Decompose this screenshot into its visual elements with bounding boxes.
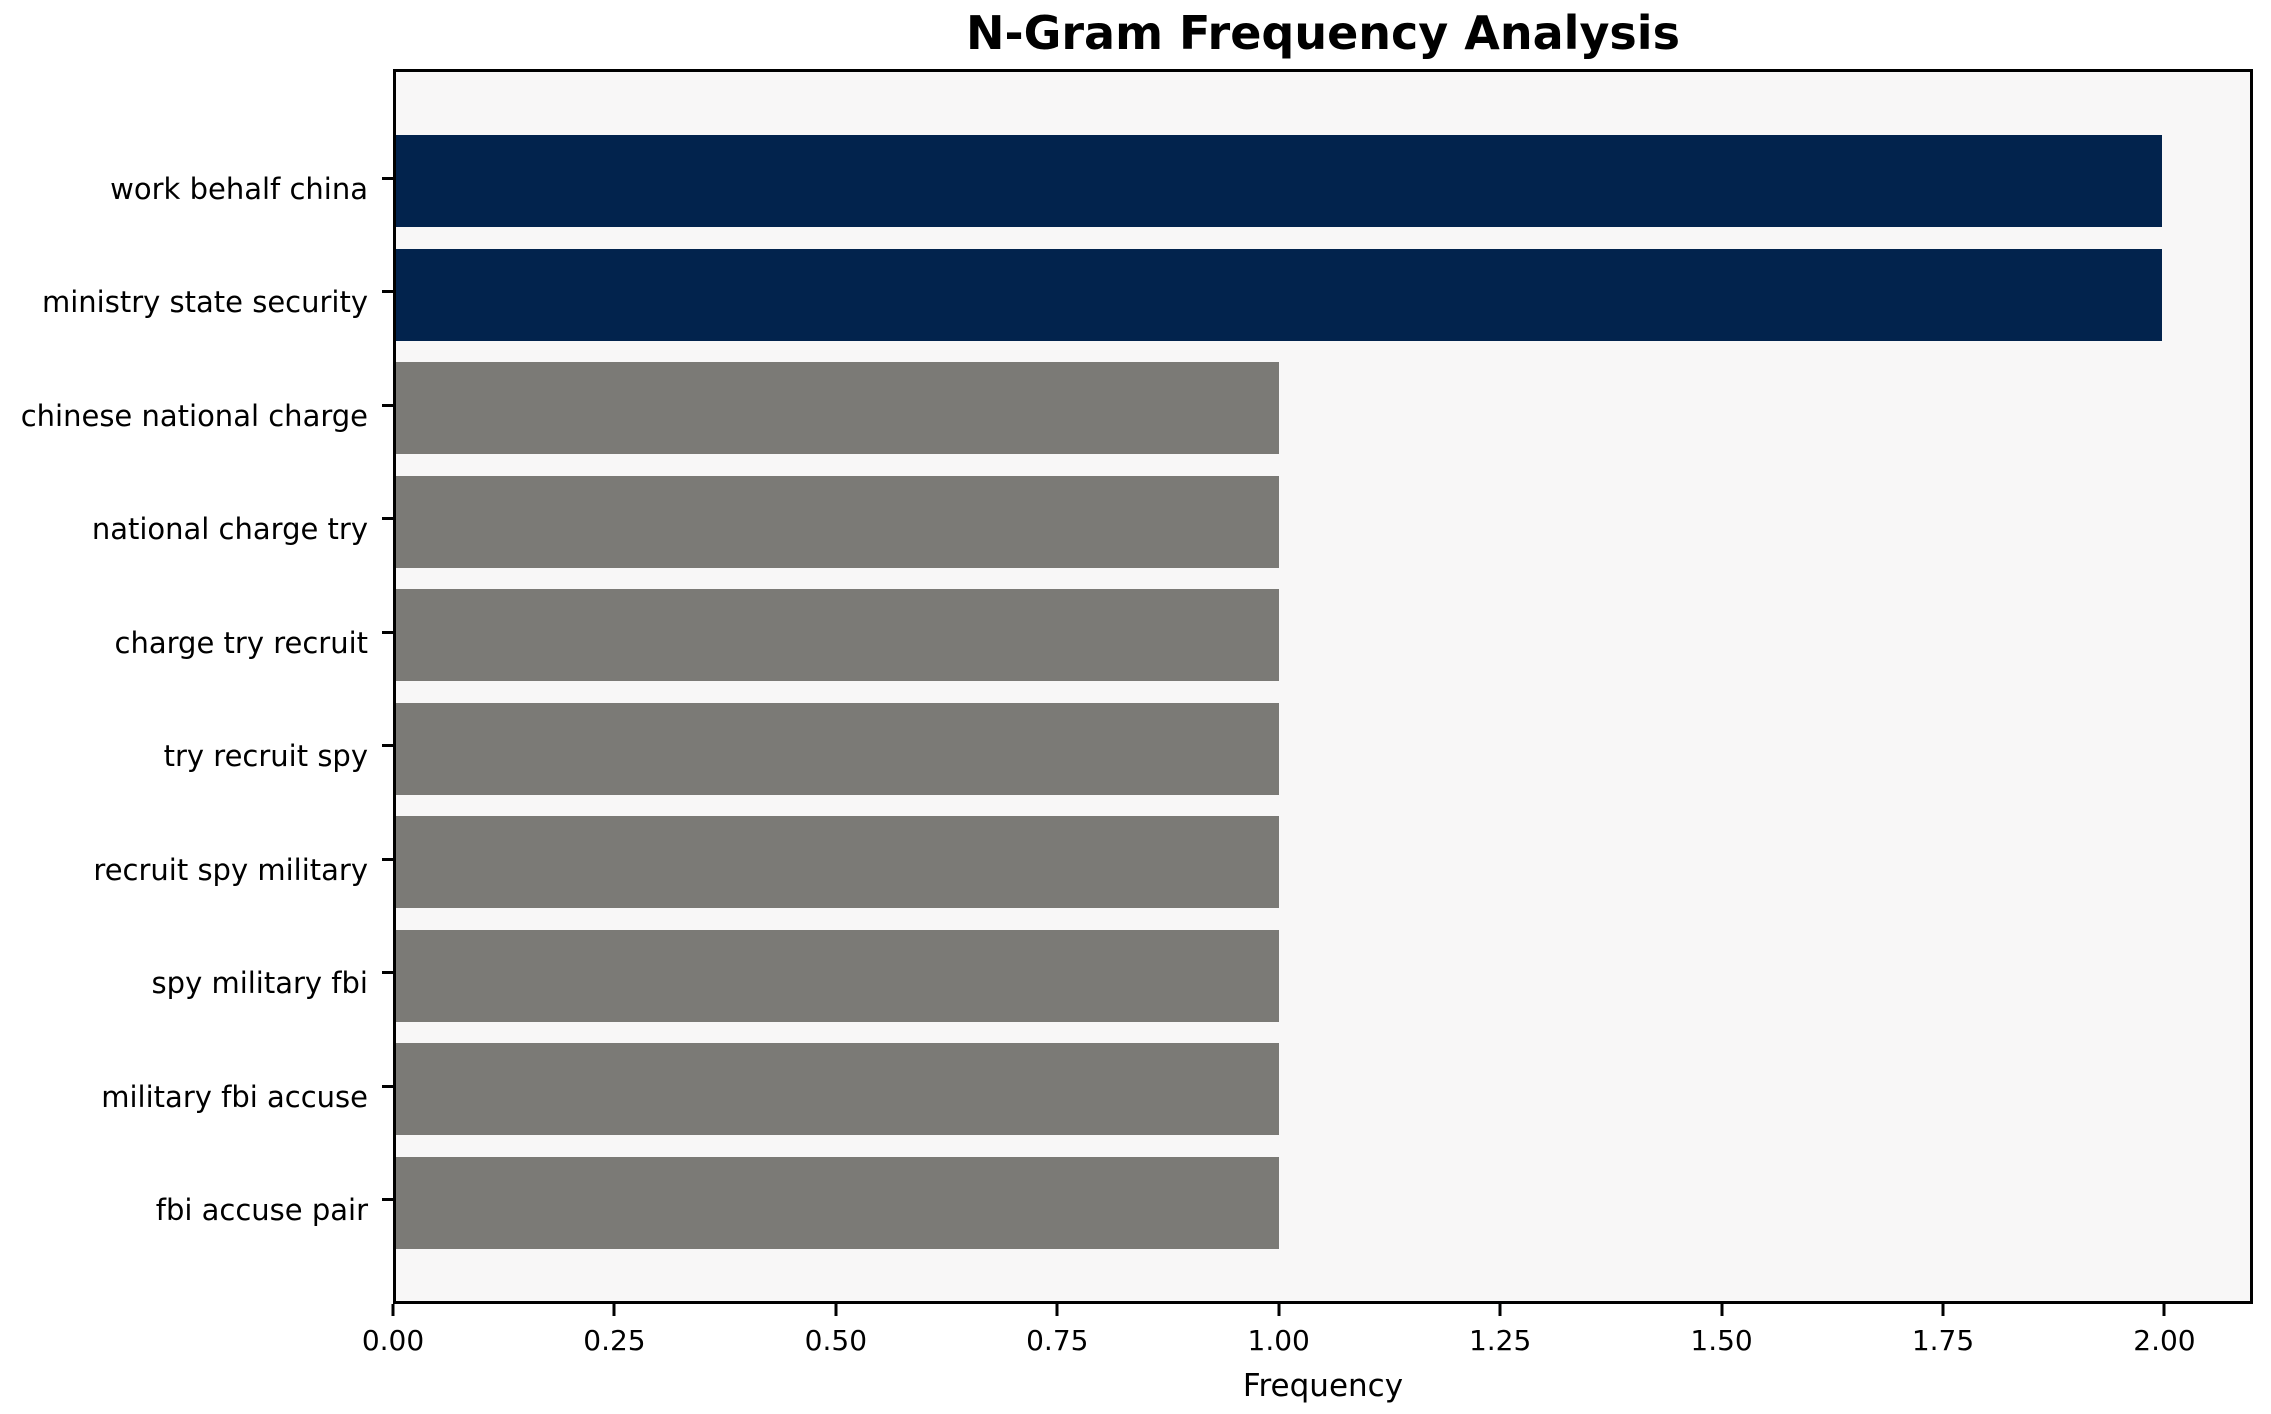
bar-row	[396, 816, 2250, 930]
y-axis-label: recruit spy military	[93, 852, 368, 887]
bar-row	[396, 589, 2250, 703]
bar	[396, 1043, 1279, 1135]
y-tick-mark	[382, 1198, 393, 1201]
x-tick-label: 0.50	[804, 1324, 868, 1357]
y-tick-mark	[382, 403, 393, 407]
y-label-row: spy military fbi	[0, 927, 368, 1041]
y-axis-label: fbi accuse pair	[155, 1193, 368, 1228]
bar-row	[396, 929, 2250, 1044]
y-axis-label: try recruit spy	[163, 739, 368, 774]
y-axis-label: national charge try	[91, 512, 368, 547]
bar	[396, 929, 1279, 1022]
y-axis-label: military fbi accuse	[101, 1079, 368, 1114]
x-tick-label: 0.00	[361, 1324, 425, 1357]
bar	[396, 362, 1279, 454]
bar-row	[396, 248, 2250, 363]
y-label-row: national charge try	[0, 473, 368, 587]
bars-container	[396, 135, 2250, 1270]
x-tick-label: 1.25	[1468, 1324, 1532, 1357]
y-tick-mark	[382, 1084, 393, 1088]
y-tick-mark	[382, 176, 393, 180]
y-tick-mark	[382, 517, 393, 520]
bar-row	[396, 1043, 2250, 1157]
y-tick-mark	[382, 630, 393, 634]
y-label-row: fbi accuse pair	[0, 1154, 368, 1268]
y-axis-label: work behalf china	[110, 171, 368, 206]
y-label-row: military fbi accuse	[0, 1040, 368, 1154]
x-tick-label: 2.00	[2133, 1324, 2196, 1357]
y-tick-mark	[382, 744, 393, 747]
bar-row	[396, 135, 2250, 249]
x-tick-mark	[1498, 1304, 1502, 1316]
bar	[396, 248, 2162, 341]
bar	[396, 816, 1279, 908]
x-axis-label: Frequency	[1242, 1368, 1404, 1404]
bar	[396, 1156, 1279, 1249]
y-tick-mark	[382, 290, 393, 293]
bar	[396, 589, 1279, 681]
y-label-row: try recruit spy	[0, 700, 368, 814]
x-tick-mark	[2162, 1304, 2166, 1316]
y-axis-label: spy military fbi	[151, 966, 368, 1001]
x-tick-label: 1.50	[1690, 1324, 1753, 1357]
x-tick-label: 1.00	[1247, 1324, 1310, 1357]
bar-row	[396, 475, 2250, 590]
bar	[396, 702, 1279, 795]
bar	[396, 475, 1279, 568]
y-label-row: recruit spy military	[0, 813, 368, 927]
y-tick-mark	[382, 971, 393, 974]
x-tick-mark	[1277, 1304, 1281, 1316]
y-label-row: chinese national charge	[0, 359, 368, 473]
y-axis-label: ministry state security	[42, 285, 368, 320]
bar-row	[396, 362, 2250, 476]
x-tick-label: 1.75	[1911, 1324, 1975, 1357]
bar	[396, 135, 2162, 227]
y-axis-label: chinese national charge	[20, 398, 368, 433]
y-label-row: work behalf china	[0, 132, 368, 246]
y-axis-label: charge try recruit	[114, 625, 368, 660]
chart-title: N-Gram Frequency Analysis	[966, 6, 1680, 60]
x-tick-mark	[1055, 1304, 1059, 1316]
x-tick-mark	[1941, 1304, 1945, 1316]
plot-area	[393, 69, 2253, 1304]
x-tick-mark	[391, 1304, 395, 1316]
y-label-row: ministry state security	[0, 246, 368, 360]
x-tick-mark	[612, 1304, 616, 1316]
bar-row	[396, 1156, 2250, 1271]
x-tick-mark	[1720, 1304, 1724, 1316]
y-tick-mark	[382, 857, 393, 861]
x-tick-label: 0.75	[1026, 1324, 1089, 1357]
x-tick-mark	[834, 1304, 838, 1316]
y-axis-labels: work behalf china ministry state security…	[0, 132, 368, 1267]
y-label-row: charge try recruit	[0, 586, 368, 700]
bar-row	[396, 702, 2250, 817]
x-tick-label: 0.25	[583, 1324, 646, 1357]
